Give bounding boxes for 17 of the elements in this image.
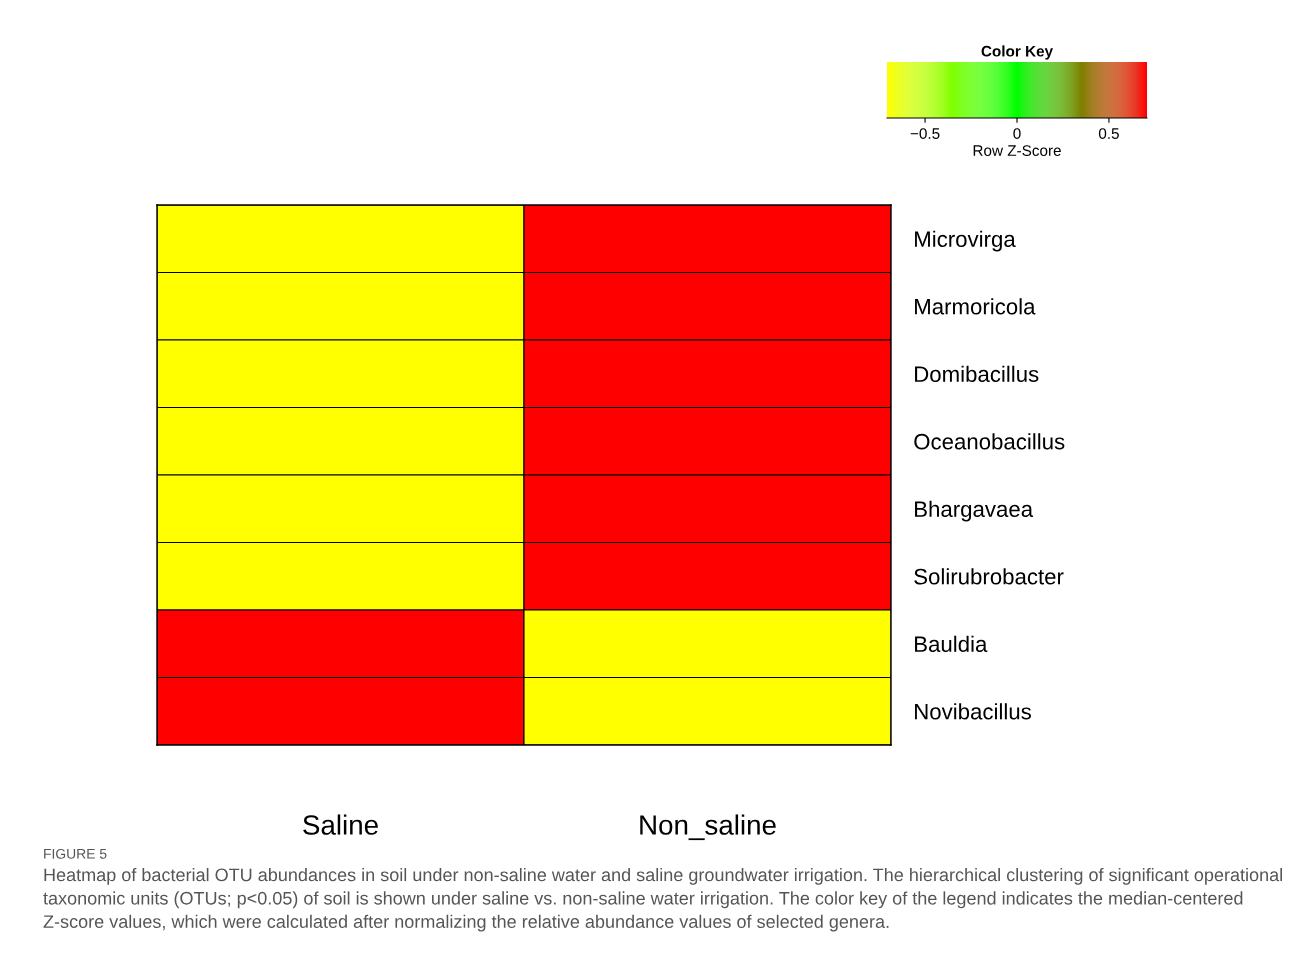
y-tick-label: Novibacillus bbox=[915, 703, 1031, 720]
legend-title: Color Key bbox=[981, 45, 1053, 60]
color-bar-label: −0.5 bbox=[910, 128, 940, 139]
x-tick-label: Non_saline bbox=[640, 814, 776, 841]
caption: FIGURE 5 bbox=[44, 848, 107, 859]
y-tick-label: Oceanobacillus bbox=[914, 433, 1065, 450]
y-tick-label: Bhargavaea bbox=[915, 500, 1034, 522]
color-bar-label: 0 bbox=[1013, 128, 1021, 139]
x-tick-label: Saline bbox=[303, 814, 378, 835]
y-tick-label: Domibacillus bbox=[915, 365, 1039, 383]
text: Heatmap of bacterial OTU abundances in soil under non-saline water and saline groundwater irrigation. The hierarchical clustering of significant operational taxonomic units (OTUs; p<0.05) of soil is shown under saline vs. non-saline water irrigation. The color key of the legend indicates the median-centered Z-score values, which were calculated after normalizing the relative abundance values of selected genera. bbox=[43, 868, 1282, 932]
y-tick-label: Bauldia bbox=[915, 635, 988, 653]
color-bar-label: 0.5 bbox=[1098, 128, 1119, 139]
y-tick-label: Marmoricola bbox=[915, 298, 1036, 315]
y-tick-label: Solirubrobacter bbox=[914, 568, 1064, 585]
y-tick-label: Microvirga bbox=[915, 230, 1016, 252]
color-bar-title: Row Z-Score bbox=[973, 145, 1061, 156]
